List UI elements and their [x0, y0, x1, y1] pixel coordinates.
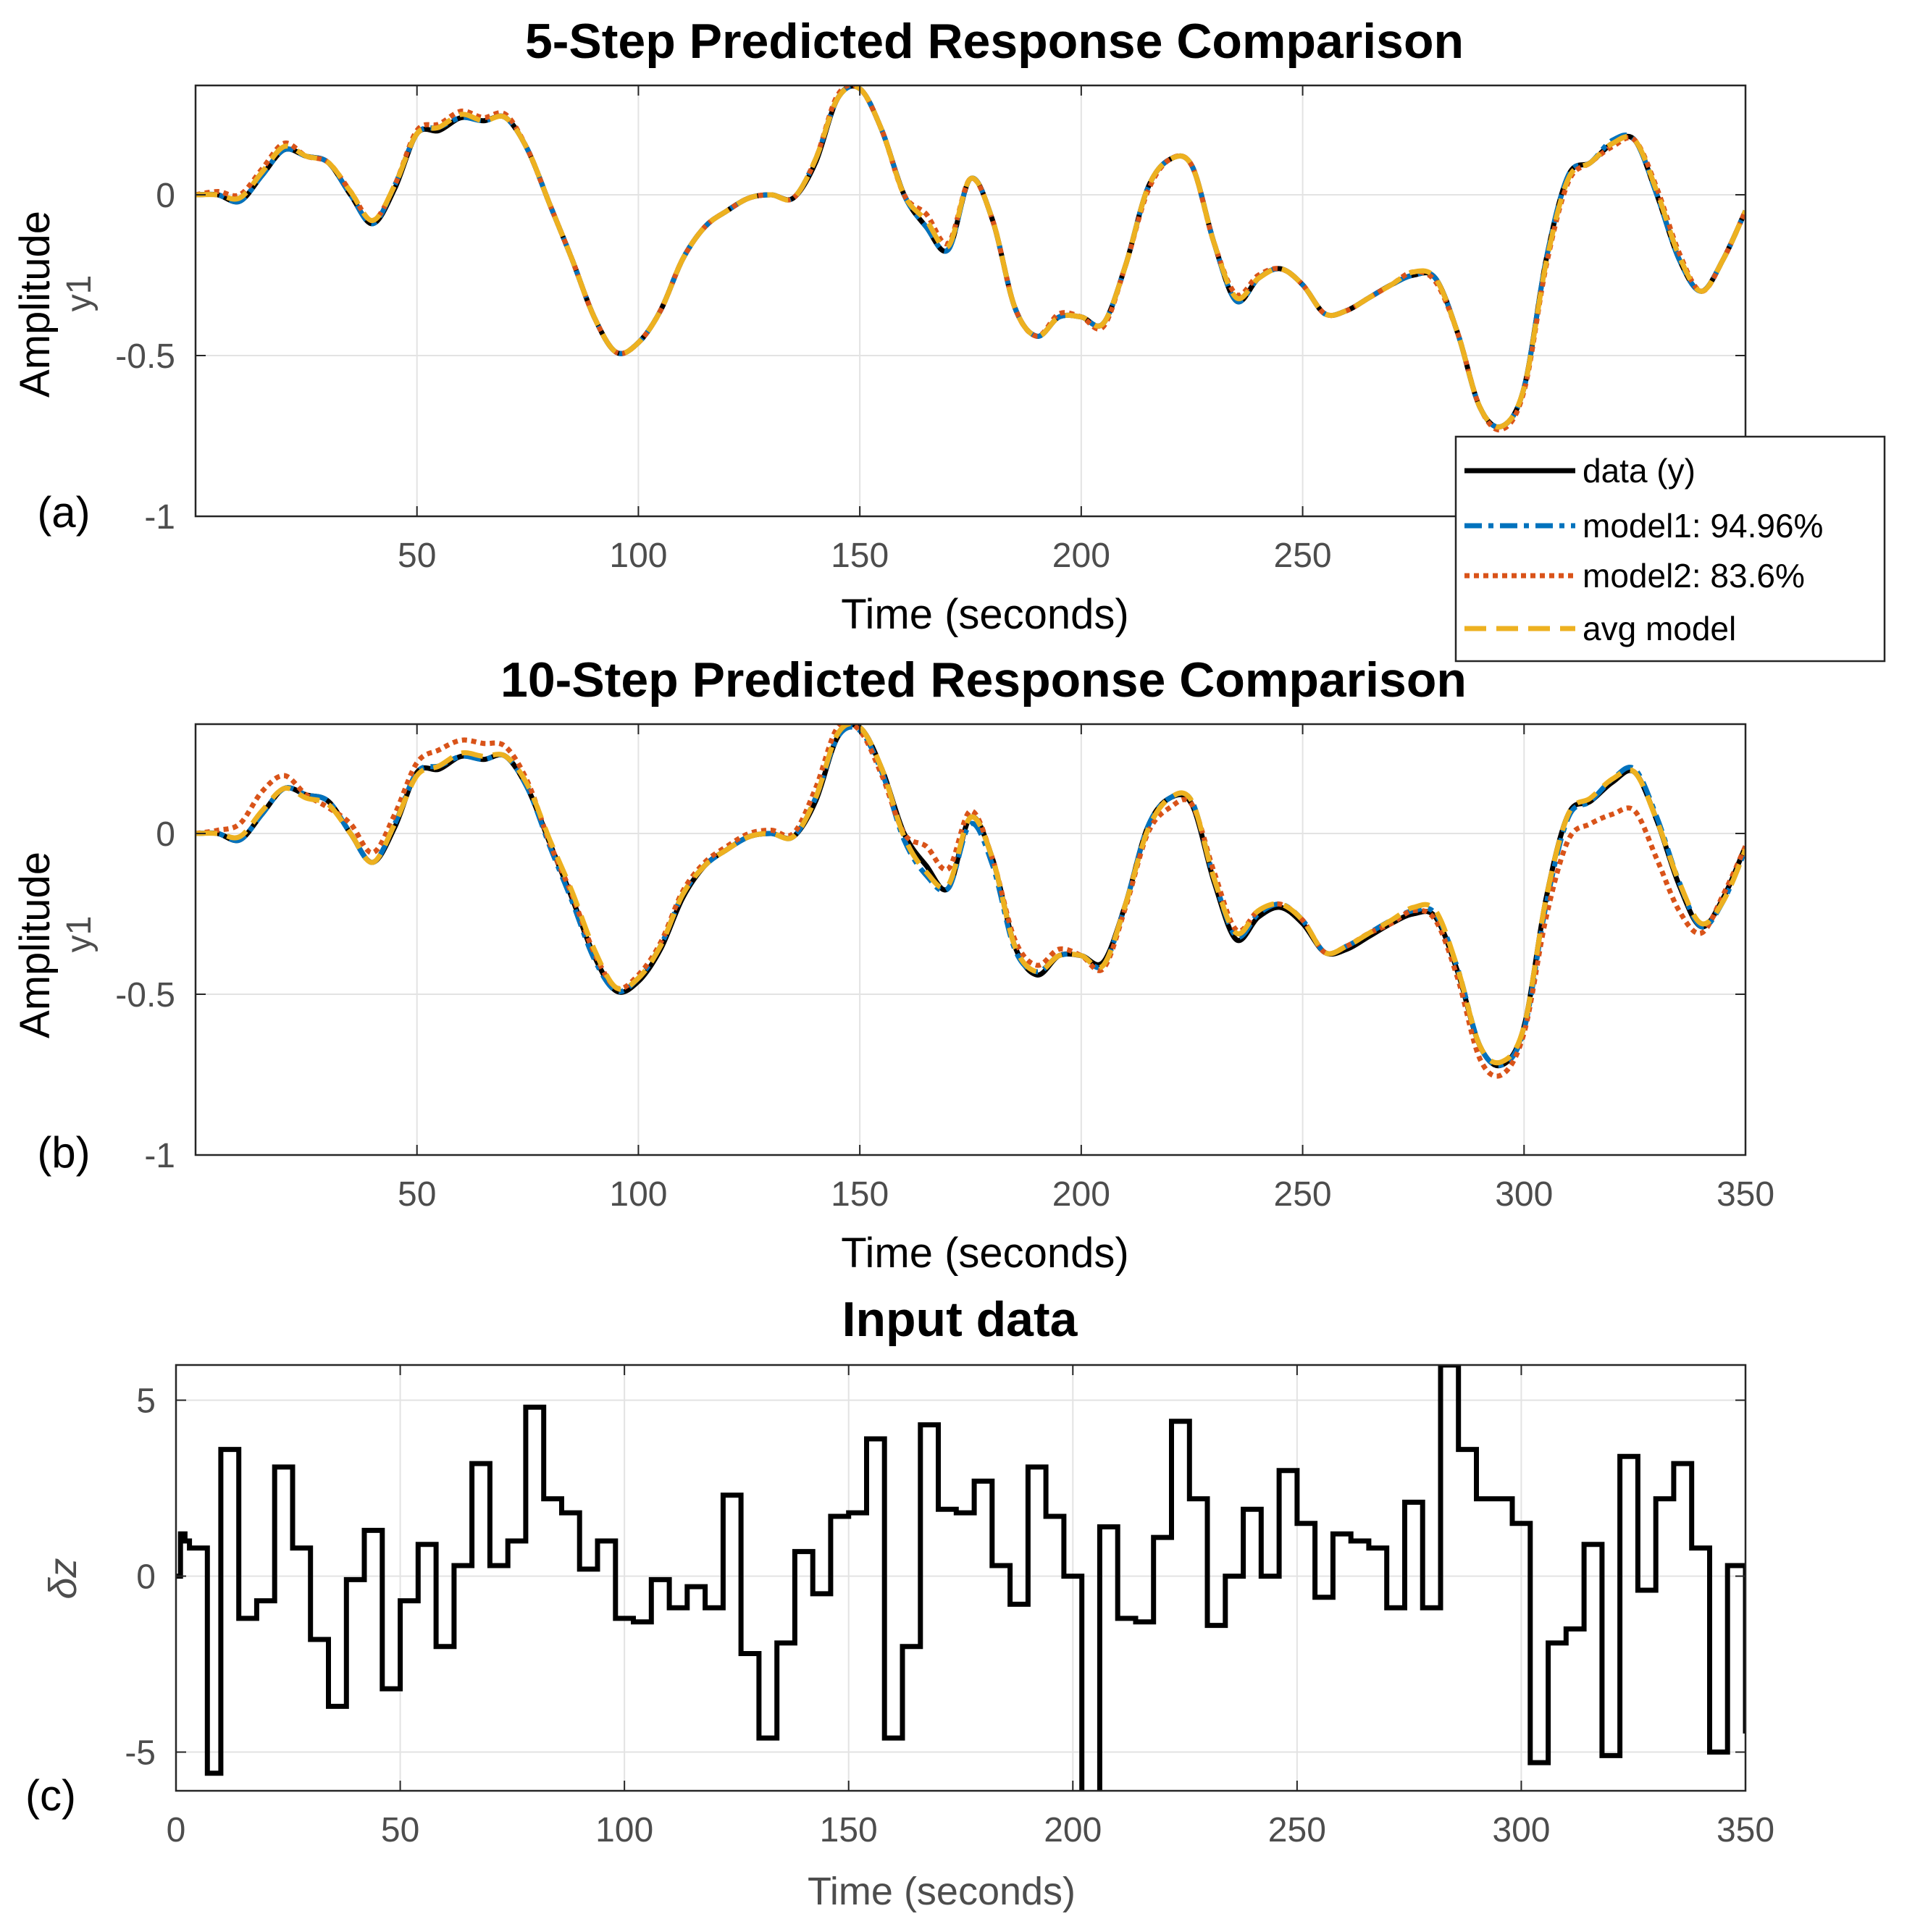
- x-tick-label: 50: [398, 1175, 436, 1214]
- x-tick-label: 250: [1274, 1175, 1332, 1214]
- x-tick-label: 350: [1717, 1811, 1774, 1849]
- panel-a-ylabel: Amplitude: [12, 211, 59, 398]
- y-tick-label: 0: [156, 815, 175, 854]
- x-tick-label: 150: [831, 1175, 889, 1214]
- x-tick-label: 100: [595, 1811, 653, 1849]
- x-tick-label: 200: [1052, 1175, 1110, 1214]
- panel-b-ticks: 50 100 150 200 250 300 350 -1 -0.5 0: [115, 724, 1774, 1214]
- legend-label-data: data (y): [1583, 452, 1696, 490]
- panel-a-ylabel-channel: y1: [60, 275, 99, 312]
- y-tick-label: -1: [144, 498, 175, 537]
- panel-b-series: [196, 724, 1745, 1079]
- panel-b-title: 10-Step Predicted Response Comparison: [500, 652, 1467, 707]
- panel-label-b: (b): [37, 1128, 90, 1177]
- x-tick-label: 0: [167, 1811, 186, 1849]
- x-tick-label: 200: [1052, 537, 1110, 575]
- panel-c-ticks: 0 50 100 150 200 250 300 350 -5 0 5: [125, 1365, 1774, 1849]
- y-tick-label: 0: [136, 1558, 156, 1597]
- legend-box: [1454, 435, 1886, 663]
- panel-b-axes-box: [194, 723, 1747, 1156]
- x-tick-label: 200: [1044, 1811, 1102, 1849]
- panel-c-grid: [175, 1365, 1746, 1791]
- x-tick-label: 250: [1268, 1811, 1326, 1849]
- x-tick-label: 150: [831, 537, 889, 575]
- legend-label-avg: avg model: [1583, 610, 1736, 647]
- legend-label-model2: model2: 83.6%: [1583, 557, 1805, 595]
- series-line-avg: [196, 724, 1745, 1066]
- panel-a-axes-box: [194, 84, 1747, 518]
- x-tick-label: 50: [381, 1811, 419, 1849]
- panel-c-axes-box: [175, 1364, 1747, 1792]
- y-tick-label: -0.5: [115, 337, 175, 376]
- series-line-avg: [196, 85, 1745, 430]
- panel-c-plot-area: [176, 1365, 1745, 1791]
- panel-b-xlabel: Time (seconds): [841, 1230, 1129, 1277]
- x-tick-label: 100: [609, 1175, 667, 1214]
- panel-c-series: [176, 1365, 1745, 1791]
- series-line-input: [176, 1365, 1745, 1791]
- panel-a-series: [196, 85, 1745, 433]
- y-tick-label: -5: [125, 1734, 156, 1773]
- panel-label-a: (a): [37, 488, 90, 537]
- x-tick-label: 250: [1274, 537, 1332, 575]
- panel-a-title: 5-Step Predicted Response Comparison: [525, 14, 1464, 69]
- y-tick-label: 5: [136, 1382, 156, 1421]
- panel-b-ylabel: Amplitude: [12, 852, 59, 1038]
- panel-b-ylabel-channel: y1: [60, 916, 99, 953]
- legend: data (y) model1: 94.96% model2: 83.6% av…: [1454, 435, 1886, 663]
- y-tick-label: 0: [156, 177, 175, 215]
- y-tick-label: -1: [144, 1137, 175, 1175]
- x-tick-label: 150: [820, 1811, 878, 1849]
- panel-c-title: Input data: [842, 1292, 1078, 1347]
- x-tick-label: 300: [1495, 1175, 1553, 1214]
- panel-c-xlabel: Time (seconds): [808, 1870, 1076, 1913]
- x-tick-label: 350: [1717, 1175, 1774, 1214]
- x-tick-label: 100: [609, 537, 667, 575]
- panel-b-10-step: 10-Step Predicted Response Comparison 50…: [12, 652, 1774, 1277]
- x-tick-label: 50: [398, 537, 436, 575]
- panel-c-input: Input data 0 50 100 150 200 250 300 350 -5 0 5 Tim…: [25, 1292, 1774, 1913]
- y-tick-label: -0.5: [115, 976, 175, 1015]
- panel-a-xlabel: Time (seconds): [841, 591, 1129, 638]
- x-tick-label: 300: [1492, 1811, 1550, 1849]
- panel-b-plot-area: [196, 724, 1745, 1155]
- legend-label-model1: model1: 94.96%: [1583, 507, 1823, 545]
- panel-c-ylabel: δz: [41, 1558, 85, 1599]
- panel-label-c: (c): [25, 1771, 76, 1820]
- panel-a-ticks: 50 100 150 200 250 -1 -0.5 0: [115, 85, 1745, 575]
